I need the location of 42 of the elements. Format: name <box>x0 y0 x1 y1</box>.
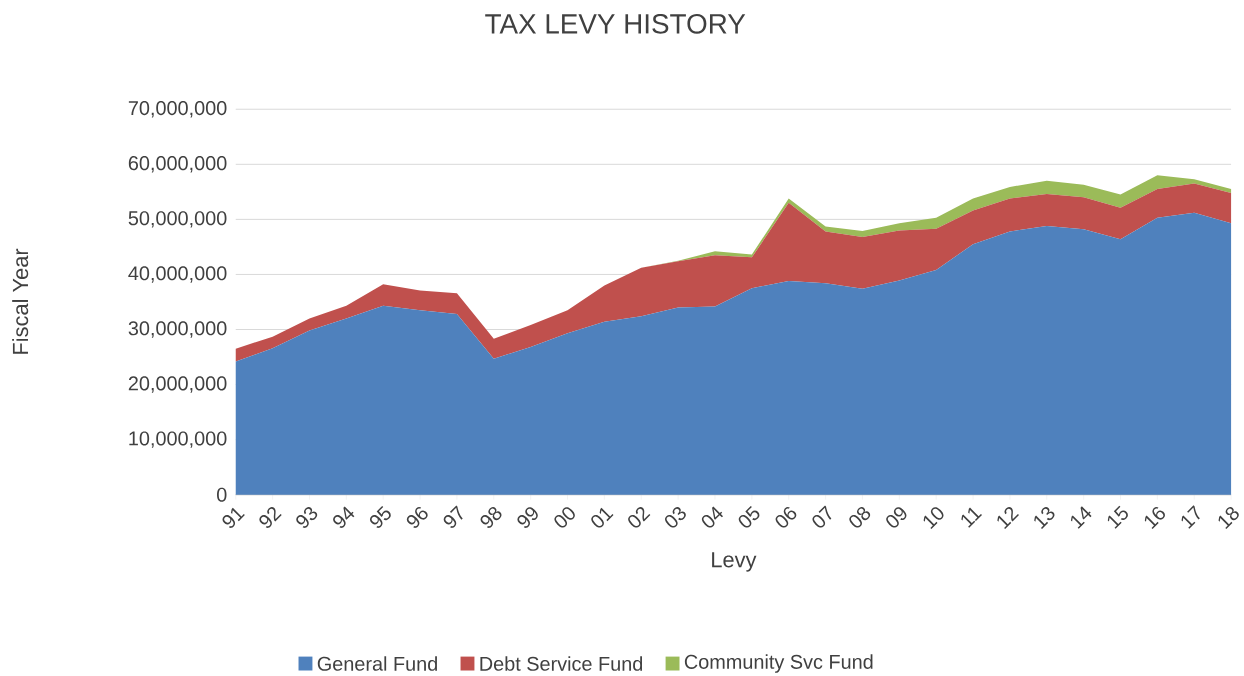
x-tick-label: 10 <box>923 506 944 529</box>
x-tick-label: 93 <box>296 506 318 528</box>
x-tick-label: 92 <box>259 506 282 528</box>
x-tick-label: 99 <box>517 506 538 528</box>
x-tick-label: 17 <box>1181 505 1200 529</box>
x-tick-label: 97 <box>443 505 463 528</box>
y-axis-title: Fiscal Year <box>12 248 29 354</box>
x-tick-label: 96 <box>406 506 428 528</box>
y-tick-label: 40,000,000 <box>128 266 227 283</box>
y-tick-label: 0 <box>217 487 227 502</box>
x-tick-label: 91 <box>222 507 245 528</box>
x-tick-label: 01 <box>591 507 614 528</box>
y-tick-label: 30,000,000 <box>128 321 227 338</box>
x-tick-label: 12 <box>997 506 1019 529</box>
x-tick-label: 05 <box>738 505 760 528</box>
x-tick-label: 16 <box>1144 506 1165 529</box>
x-tick-label: 95 <box>369 505 391 528</box>
legend-label: Debt Service Fund <box>480 656 643 671</box>
x-tick-label: 07 <box>812 505 832 528</box>
x-tick-label: 11 <box>961 507 983 528</box>
x-tick-label: 00 <box>554 506 575 528</box>
x-tick-label: 15 <box>1107 505 1128 529</box>
x-tick-label: 04 <box>701 506 724 528</box>
y-tick-label: 10,000,000 <box>129 431 227 448</box>
x-tick-label: 02 <box>628 506 651 528</box>
y-tick-label: 70,000,000 <box>128 100 227 118</box>
x-axis-title: Levy <box>712 551 757 572</box>
y-tick-label: 60,000,000 <box>128 155 227 173</box>
x-tick-label: 13 <box>1034 506 1055 529</box>
legend-label: General Fund <box>317 656 437 671</box>
x-tick-label: 14 <box>1070 506 1092 529</box>
x-tick-label: 06 <box>775 506 797 528</box>
legend-label: Community Svc Fund <box>684 654 873 673</box>
x-tick-label: 98 <box>480 506 502 528</box>
x-tick-label: 94 <box>333 506 355 528</box>
x-tick-label: 03 <box>665 506 686 528</box>
x-tick-label: 09 <box>886 506 907 528</box>
x-tick-label: 08 <box>849 506 871 528</box>
chart-title: TAX LEVY HISTORY <box>485 13 746 34</box>
x-tick-label: 18 <box>1218 506 1239 529</box>
y-tick-label: 50,000,000 <box>128 210 227 228</box>
y-tick-label: 20,000,000 <box>128 376 227 393</box>
